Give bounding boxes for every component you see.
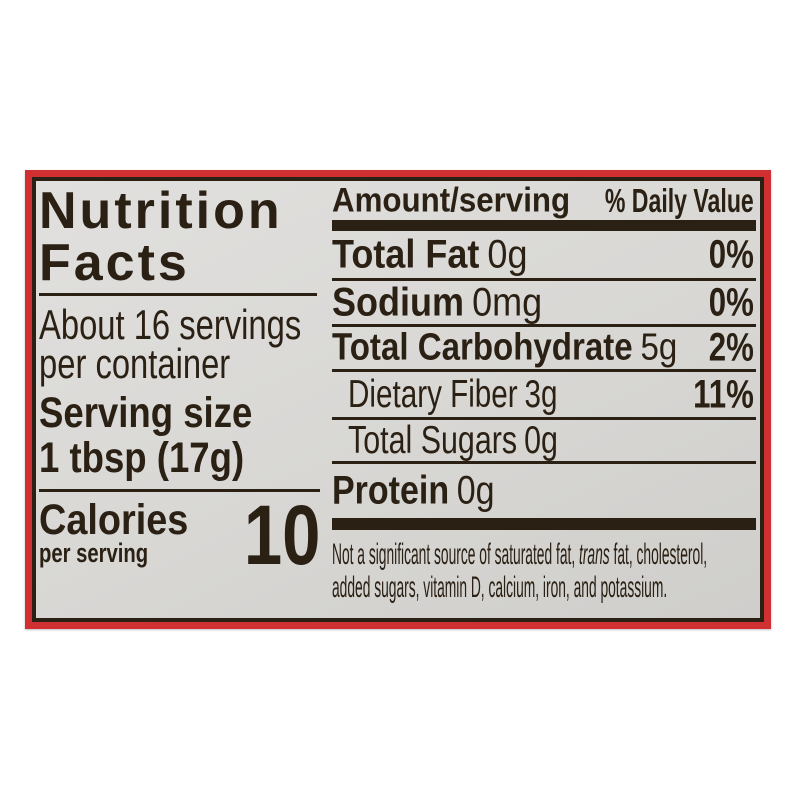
nutrient-name: Total Sugars <box>348 418 518 462</box>
nutrient-amount: 0g <box>524 418 558 462</box>
nutrient-name-amount: Sodium 0mg <box>332 280 542 325</box>
title-line-2: Facts <box>39 234 190 292</box>
nutrient-row-dietary-fiber: Dietary Fiber 3g 11% <box>332 372 756 420</box>
nutrient-name-amount: Total Fat 0g <box>332 232 527 277</box>
servings-line-2: per container <box>39 340 231 387</box>
nutrient-name: Protein <box>332 468 450 513</box>
label-left-column: Nutrition Facts About 16 servings per co… <box>39 183 320 586</box>
nutrient-name: Total Fat <box>332 232 480 276</box>
thick-divider-bar <box>332 220 756 231</box>
daily-value: 2% <box>708 325 754 370</box>
serving-size-label: Serving size <box>39 389 253 437</box>
nutrient-name-amount: Protein 0g <box>332 469 495 514</box>
nutrient-name-amount: Total Carbohydrate 5g <box>332 327 677 370</box>
nutrient-amount: 0g <box>487 232 528 276</box>
nutrient-amount: 0g <box>456 468 495 513</box>
serving-size: Serving size 1 tbsp (17g) <box>39 391 252 481</box>
nutrition-facts-title: Nutrition Facts <box>39 183 317 296</box>
amount-per-serving-header: Amount/serving <box>332 181 571 219</box>
nutrient-row-sodium: Sodium 0mg 0% <box>332 280 756 327</box>
thick-divider-bar <box>332 518 756 530</box>
divider-line <box>39 489 320 492</box>
footnote-trans-italic: trans <box>578 538 610 571</box>
table-header: Amount/serving % Daily Value <box>332 181 756 220</box>
nutrient-amount: 3g <box>524 372 558 416</box>
serving-size-value: 1 tbsp (17g) <box>39 434 245 482</box>
nutrition-facts-label: Nutrition Facts About 16 servings per co… <box>25 170 771 629</box>
percent-daily-value-header: % Daily Value <box>605 181 754 219</box>
footnote-text: fat, cholesterol, <box>609 538 708 571</box>
calories-label: Calories <box>39 496 189 544</box>
title-line-1: Nutrition <box>39 182 283 240</box>
nutrient-name: Total Carbohydrate <box>332 326 633 369</box>
servings-line-1: About 16 servings <box>39 301 302 348</box>
nutrient-row-protein: Protein 0g <box>332 464 756 518</box>
daily-value: 11% <box>693 372 754 416</box>
footnote-line-1: Not a significant source of saturated fa… <box>332 538 760 571</box>
footnote: Not a significant source of saturated fa… <box>332 538 760 604</box>
label-panel: Nutrition Facts About 16 servings per co… <box>32 177 764 622</box>
nutrient-name: Dietary Fiber <box>348 372 518 416</box>
nutrient-name-amount: Total Sugars 0g <box>348 419 558 463</box>
calories-section: Calories per serving 10 <box>39 488 320 586</box>
nutrient-amount: 0mg <box>472 280 543 324</box>
nutrient-row-total-fat: Total Fat 0g 0% <box>332 231 756 281</box>
label-right-column: Amount/serving % Daily Value Total Fat 0g… <box>332 181 756 604</box>
daily-value: 0% <box>708 280 754 324</box>
nutrient-name: Sodium <box>332 280 465 324</box>
footnote-line-2: added sugars, vitamin D, calcium, iron, … <box>332 571 668 604</box>
nutrient-row-total-carbohydrate: Total Carbohydrate 5g 2% <box>332 325 756 372</box>
nutrient-row-total-sugars: Total Sugars 0g <box>332 419 756 464</box>
calories-value: 10 <box>243 488 320 582</box>
nutrient-amount: 5g <box>640 326 678 369</box>
daily-value: 0% <box>708 232 754 276</box>
footnote-text: Not a significant source of saturated fa… <box>332 538 579 571</box>
calories-sublabel: per serving <box>39 538 149 568</box>
nutrient-name-amount: Dietary Fiber 3g <box>348 373 557 417</box>
servings-per-container: About 16 servings per container <box>39 301 302 387</box>
